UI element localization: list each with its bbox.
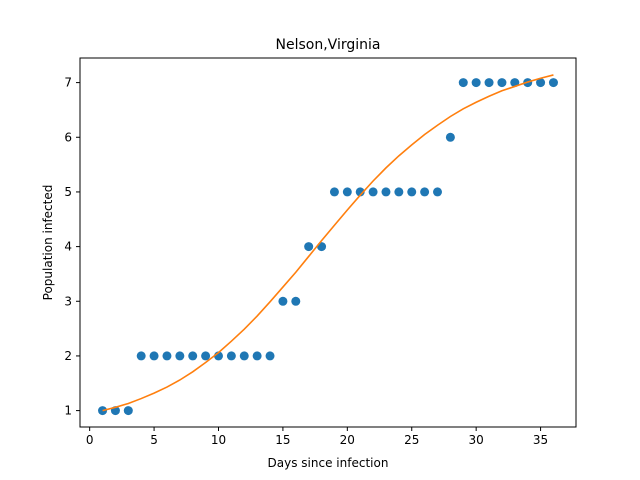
data-point bbox=[278, 296, 288, 306]
data-point bbox=[548, 78, 558, 88]
data-point bbox=[329, 187, 339, 197]
data-point bbox=[188, 351, 198, 361]
x-tick-label: 20 bbox=[340, 433, 355, 447]
data-point bbox=[536, 78, 546, 88]
x-tick-label: 5 bbox=[150, 433, 158, 447]
data-point bbox=[445, 132, 455, 142]
x-axis: 0 5 10 15 20 25 30 35 bbox=[86, 427, 548, 447]
data-point bbox=[342, 187, 352, 197]
plot-area bbox=[98, 74, 558, 416]
data-point bbox=[471, 78, 481, 88]
data-point bbox=[201, 351, 211, 361]
data-point bbox=[381, 187, 391, 197]
y-tick-label: 6 bbox=[64, 130, 72, 144]
data-point bbox=[252, 351, 262, 361]
chart-title: Nelson,Virginia bbox=[276, 37, 381, 53]
x-tick-label: 30 bbox=[469, 433, 484, 447]
data-point bbox=[239, 351, 249, 361]
x-tick-label: 25 bbox=[404, 433, 419, 447]
x-tick-label: 35 bbox=[533, 433, 548, 447]
data-point bbox=[123, 406, 133, 416]
data-point bbox=[420, 187, 430, 197]
data-point bbox=[458, 78, 468, 88]
data-point bbox=[265, 351, 275, 361]
data-point bbox=[394, 187, 404, 197]
data-point bbox=[162, 351, 172, 361]
y-tick-label: 4 bbox=[64, 240, 72, 254]
data-point bbox=[407, 187, 417, 197]
fitted-curve bbox=[102, 74, 554, 412]
data-point bbox=[226, 351, 236, 361]
data-point bbox=[304, 242, 314, 252]
y-tick-label: 2 bbox=[64, 349, 72, 363]
y-tick-label: 5 bbox=[64, 185, 72, 199]
data-point bbox=[368, 187, 378, 197]
x-tick-label: 10 bbox=[211, 433, 226, 447]
data-point bbox=[497, 78, 507, 88]
data-point bbox=[291, 296, 301, 306]
y-axis: 1 2 3 4 5 6 7 bbox=[64, 76, 80, 418]
data-point bbox=[149, 351, 159, 361]
data-point bbox=[136, 351, 146, 361]
y-axis-label: Population infected bbox=[41, 185, 55, 301]
data-point bbox=[433, 187, 443, 197]
y-tick-label: 3 bbox=[64, 294, 72, 308]
data-point bbox=[484, 78, 494, 88]
y-tick-label: 1 bbox=[64, 404, 72, 418]
x-tick-label: 0 bbox=[86, 433, 94, 447]
data-point bbox=[355, 187, 365, 197]
x-tick-label: 15 bbox=[275, 433, 290, 447]
x-axis-label: Days since infection bbox=[268, 456, 389, 470]
data-point bbox=[175, 351, 185, 361]
axes-frame bbox=[79, 57, 577, 428]
y-tick-label: 7 bbox=[64, 76, 72, 90]
